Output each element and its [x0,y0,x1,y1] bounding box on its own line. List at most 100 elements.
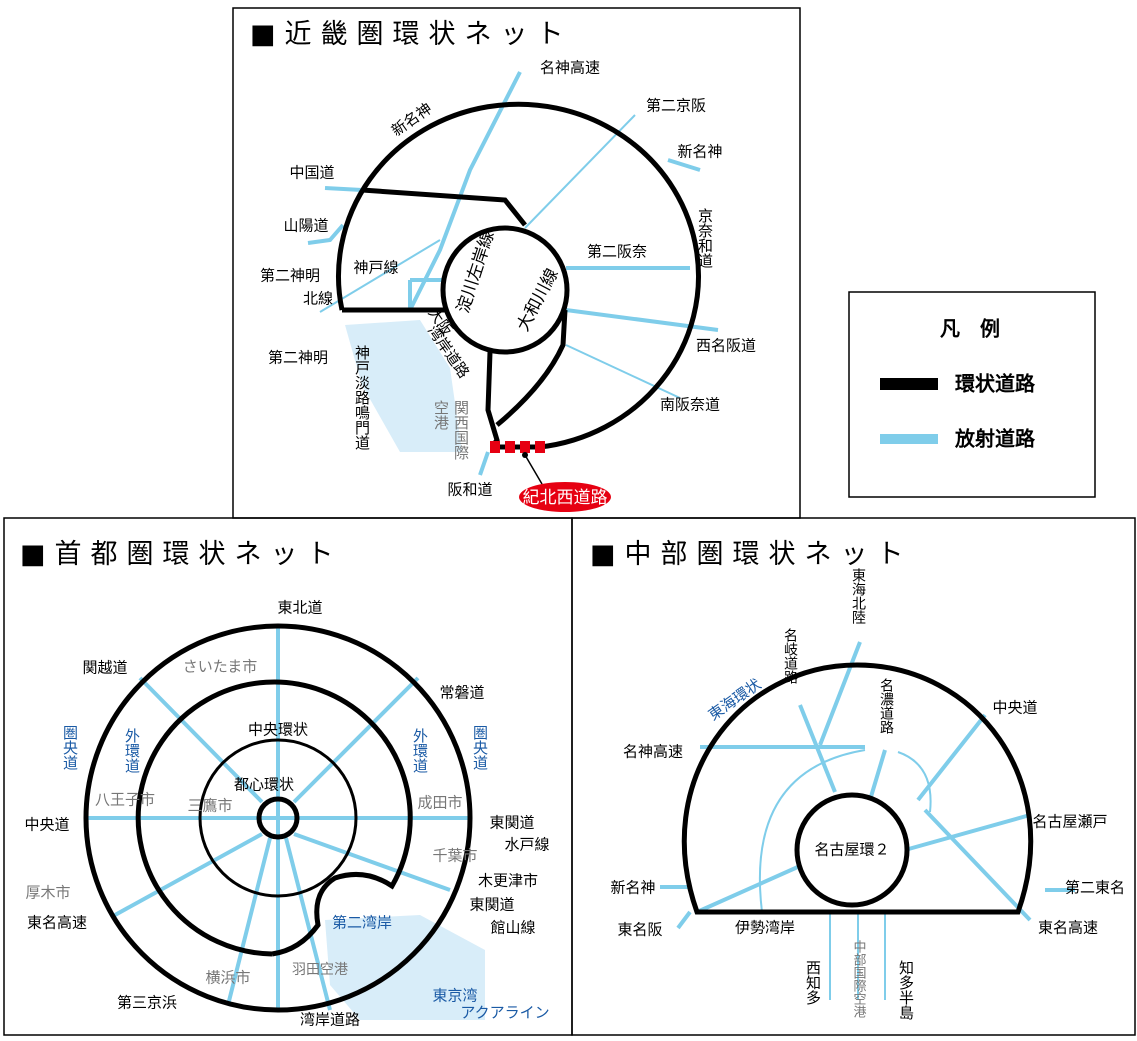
label: 三鷹市 [187,797,232,815]
label: 第二東名 [1065,879,1125,897]
label: 伊勢湾岸 [735,919,795,937]
radial [565,344,681,399]
inner-arcs [758,749,932,913]
ring [135,679,413,957]
badge-label: 紀北西道路 [523,488,608,508]
label: 名古屋環２ [814,841,889,859]
label: 関越道 [82,659,127,677]
label: 常磐道 [439,684,484,702]
label: 山陽道 [283,217,328,235]
label: 外環道 [411,728,429,773]
label: 知多半島 [897,960,915,1020]
label: 水戸線 [504,836,549,854]
label: 東北道 [277,599,322,617]
label: さいたま市 [183,658,258,676]
legend-title: 凡 例 [940,317,1000,341]
label: 第二神明 [268,349,328,367]
ring [83,623,473,1013]
title: ■首都圏環状ネット [20,539,343,570]
label: 木更津市 [478,872,538,890]
marker [490,441,500,453]
label: 淀川左岸線 [453,228,498,315]
label: 空港 [432,400,450,430]
label: 阪和道 [447,481,492,499]
legend-label: 環状道路 [955,372,1036,396]
label: 圏央道 [471,725,489,770]
chubu-map [660,641,1075,1000]
label: 東名高速 [27,914,87,932]
label: 名神高速 [540,59,600,77]
label: 厚木市 [25,884,70,902]
ring [336,101,701,450]
label: 横浜市 [205,969,250,987]
shuto-map [83,623,485,1020]
radials [85,627,470,1012]
radial [408,278,445,312]
pointer [524,454,543,485]
inner-ring [794,792,910,908]
marker [535,441,545,453]
label: 第二阪奈 [587,243,647,261]
label: 新名神 [388,99,435,140]
label: 西知多 [804,960,822,1005]
label: 都心環状 [234,776,294,794]
ring [342,187,568,449]
label: 第三京浜 [117,994,177,1012]
radial [478,451,490,476]
label: 南阪奈道 [660,396,720,414]
label: 羽田空港 [292,962,348,978]
label: 名岐道路 [782,628,798,684]
pointer-dot [522,452,528,458]
label: 中央環状 [248,721,308,739]
label: 圏央道 [61,725,79,770]
label: 北線 [303,290,333,308]
label: 東京湾 [432,987,477,1005]
ring [256,796,300,840]
label: 京奈和道 [696,208,714,268]
label: 八王子市 [95,791,155,809]
label: 関西国際 [452,400,470,460]
radials [660,641,1075,930]
title: ■中部圏環状ネット [590,539,913,570]
inner-ring [440,225,570,355]
label: 神戸線 [353,259,398,277]
label: 東名高速 [1038,919,1098,937]
label: 第二湾岸 [332,914,392,932]
radials [829,912,886,1000]
radial [307,223,345,245]
airport-area [345,320,462,452]
label: 第二京阪 [646,97,706,115]
label: 中国道 [289,164,334,182]
marker [505,441,515,453]
label: アクアライン [460,1004,549,1022]
kinki-panel [232,7,801,519]
label: 外環道 [123,728,141,773]
marker [520,441,530,453]
label: 西名阪道 [696,337,756,355]
radial [324,186,363,192]
badge [519,482,611,512]
label: 中央道 [992,699,1037,717]
label: 湾岸道路 [300,1011,360,1029]
legend-box [848,291,1096,498]
label: 中央道 [24,816,69,834]
label: 東関道 [469,896,514,914]
label: 新名神 [610,879,655,897]
legend-swatch [880,434,938,444]
radial [667,158,701,172]
label: 新名神 [677,143,722,161]
label: 名濃道路 [878,678,894,734]
label: 名神高速 [623,743,683,761]
label: 名古屋瀬戸 [1032,813,1107,831]
label: 神戸淡路鳴門道 [353,345,371,450]
legend-label: 放射道路 [954,427,1036,451]
label: 中部国際空港 [851,940,867,1018]
label: 第二神明 [260,267,320,285]
legend-swatch [880,378,938,390]
title: ■近畿圏環状ネット [250,19,573,50]
label: 館山線 [490,919,535,937]
label: 東海北陸 [850,568,866,625]
label: 東名阪 [617,921,662,939]
kinki-map [307,71,719,512]
